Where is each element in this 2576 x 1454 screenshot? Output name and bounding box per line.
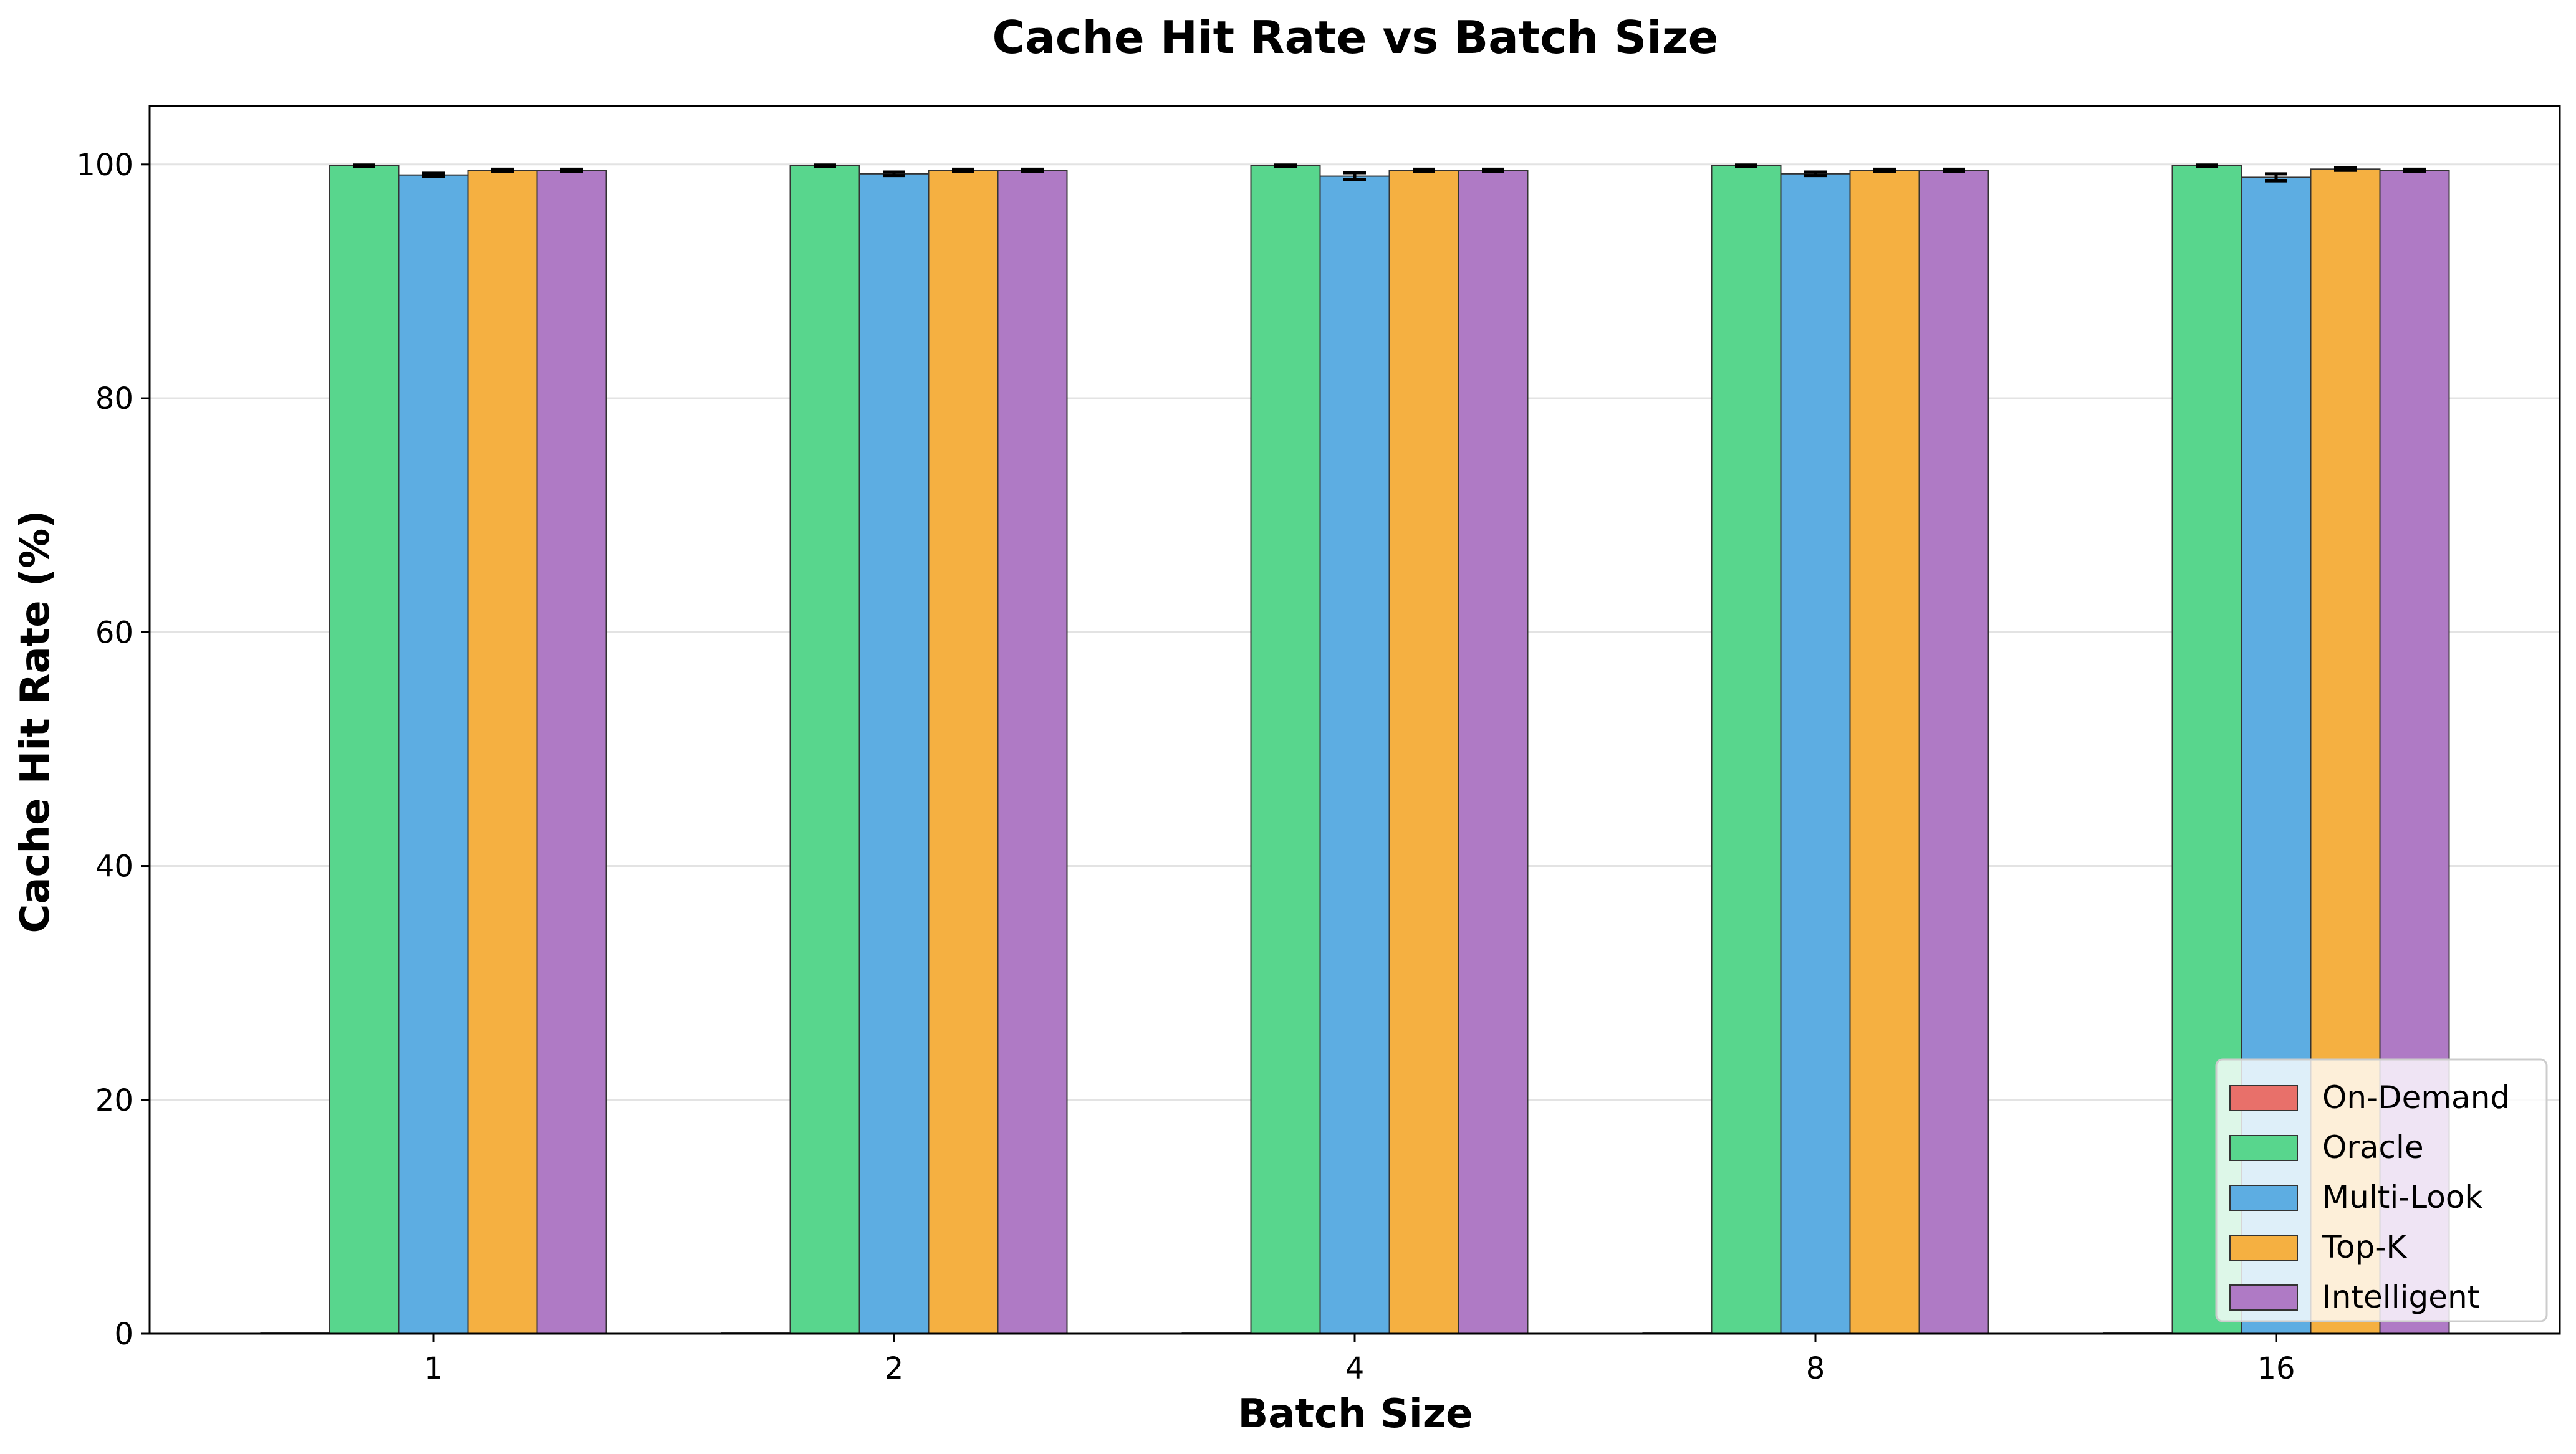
bar-multi-look-1: [398, 174, 469, 1335]
bar-top-k-1: [467, 170, 538, 1335]
bar-top-k-8: [1849, 170, 1920, 1335]
legend-label: Intelligent: [2322, 1279, 2479, 1315]
y-tick-label: 0: [114, 1317, 133, 1352]
x-axis-label: Batch Size: [1238, 1391, 1473, 1437]
legend-label: Top-K: [2322, 1229, 2407, 1265]
y-tick-label: 60: [95, 615, 133, 650]
legend-swatch-intelligent: [2229, 1284, 2298, 1311]
x-tick-label: 1: [424, 1351, 443, 1386]
legend-swatch-on-demand: [2229, 1085, 2298, 1111]
x-tick-label: 2: [885, 1351, 904, 1386]
legend-swatch-oracle: [2229, 1135, 2298, 1161]
bar-top-k-2: [928, 170, 999, 1335]
legend-box: [2215, 1058, 2548, 1322]
bar-intelligent-1: [536, 170, 607, 1335]
legend-label: Multi-Look: [2322, 1179, 2482, 1215]
bar-oracle-4: [1250, 165, 1321, 1335]
bar-oracle-1: [329, 165, 400, 1335]
bar-multi-look-2: [858, 173, 930, 1334]
x-tick-label: 8: [1806, 1351, 1825, 1386]
bar-intelligent-4: [1458, 170, 1529, 1335]
legend-swatch-multi-look: [2229, 1185, 2298, 1211]
bar-oracle-2: [789, 165, 860, 1335]
legend-label: On-Demand: [2322, 1079, 2510, 1116]
bar-multi-look-8: [1780, 173, 1851, 1334]
y-tick-label: 20: [95, 1083, 133, 1118]
y-axis-label: Cache Hit Rate (%): [12, 510, 59, 933]
legend: On-Demand Oracle Multi-Look Top-K Intelligen…: [2215, 1058, 2548, 1322]
bar-top-k-4: [1388, 170, 1459, 1335]
bar-multi-look-4: [1319, 175, 1390, 1335]
axes: 0 20 40 60 80 100 1 2 4 8 16: [76, 105, 2561, 1386]
x-tick-label: 4: [1345, 1351, 1365, 1386]
bar-intelligent-2: [997, 170, 1068, 1335]
chart-title: Cache Hit Rate vs Batch Size: [992, 11, 1718, 64]
bar-intelligent-8: [1918, 170, 1989, 1335]
x-tick-label: 16: [2257, 1351, 2295, 1386]
y-tick-label: 80: [95, 381, 133, 416]
legend-label: Oracle: [2322, 1129, 2424, 1165]
y-tick-label: 40: [95, 849, 133, 884]
y-tick-label: 100: [76, 148, 133, 183]
legend-swatch-top-k: [2229, 1235, 2298, 1261]
bar-oracle-8: [1711, 165, 1782, 1335]
